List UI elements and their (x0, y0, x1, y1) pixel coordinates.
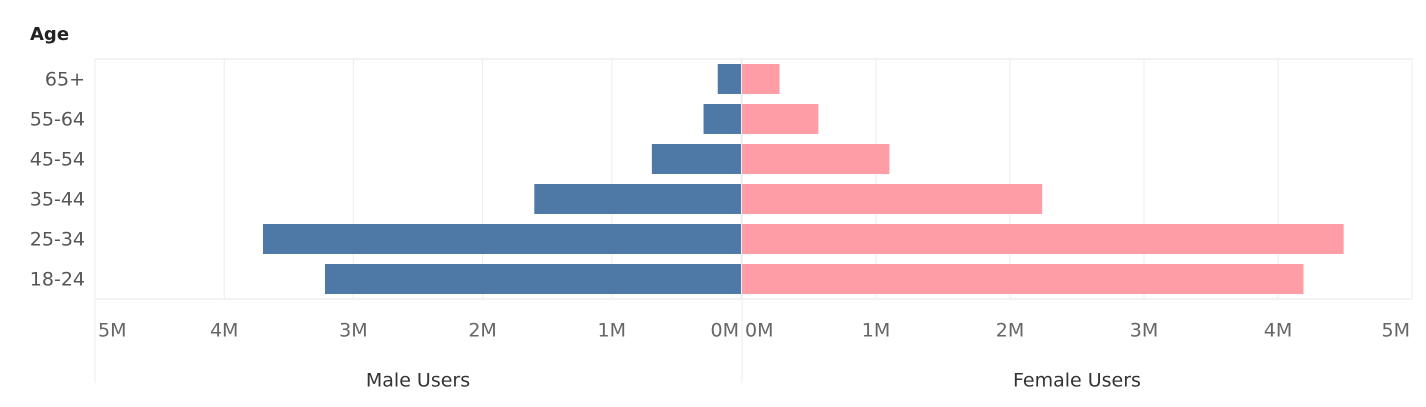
bar (742, 144, 890, 174)
y-tick-label: 25-34 (30, 229, 85, 251)
y-tick-label: 18-24 (30, 269, 85, 291)
x-tick-label: 0M (711, 320, 739, 342)
bar (742, 264, 1304, 294)
bar (742, 224, 1344, 254)
bar (742, 64, 780, 94)
y-tick-label: 35-44 (30, 189, 85, 211)
x-tick-label: 5M (98, 320, 126, 342)
bar (703, 104, 741, 134)
bar (651, 144, 741, 174)
bar (742, 184, 1043, 214)
x-tick-label: 5M (1382, 320, 1410, 342)
x-tick-label: 4M (210, 320, 238, 342)
x-axis-title: Female Users (1013, 370, 1141, 392)
y-axis-title: Age (30, 24, 69, 45)
x-tick-label: 3M (339, 320, 367, 342)
x-tick-label: 0M (745, 320, 773, 342)
bar (324, 264, 741, 294)
x-tick-label: 1M (598, 320, 626, 342)
bar (262, 224, 741, 254)
y-tick-label: 45-54 (30, 149, 85, 171)
x-axis-title: Male Users (366, 370, 470, 392)
bar (534, 184, 741, 214)
y-tick-label: 65+ (45, 69, 85, 91)
x-tick-label: 3M (1130, 320, 1158, 342)
y-tick-label: 55-64 (30, 109, 85, 131)
x-tick-label: 2M (996, 320, 1024, 342)
bar (717, 64, 741, 94)
bar (742, 104, 819, 134)
x-tick-label: 2M (468, 320, 496, 342)
x-tick-label: 1M (862, 320, 890, 342)
x-tick-label: 4M (1264, 320, 1292, 342)
